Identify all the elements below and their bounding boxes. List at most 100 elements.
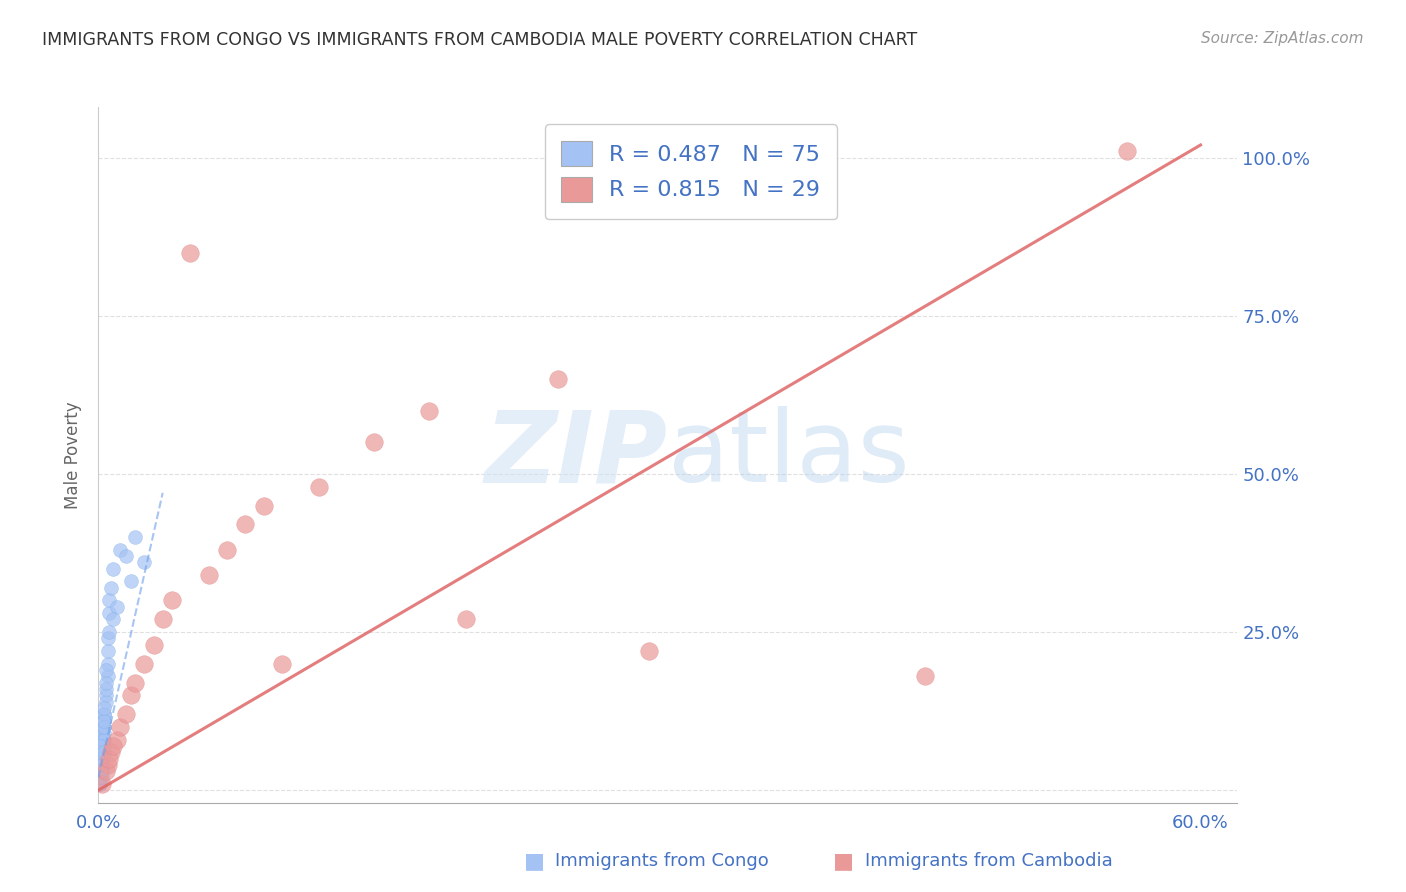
Point — [94, 764, 117, 779]
Point — [110, 720, 132, 734]
Point — [121, 574, 143, 589]
Point — [93, 745, 115, 759]
Point — [98, 593, 121, 607]
Point — [215, 542, 238, 557]
Text: atlas: atlas — [668, 407, 910, 503]
Point — [91, 745, 114, 759]
Point — [93, 732, 115, 747]
Point — [89, 751, 111, 765]
Point — [93, 732, 115, 747]
Text: Immigrants from Congo: Immigrants from Congo — [555, 852, 769, 870]
Point — [97, 657, 120, 671]
Point — [91, 751, 114, 765]
Point — [89, 745, 111, 759]
Point — [97, 669, 120, 683]
Point — [91, 751, 114, 765]
Point — [89, 771, 111, 785]
Point — [91, 757, 114, 772]
Point — [89, 751, 111, 765]
Point — [94, 675, 117, 690]
Text: Source: ZipAtlas.com: Source: ZipAtlas.com — [1201, 31, 1364, 46]
Point — [93, 720, 115, 734]
Point — [93, 707, 115, 722]
Point — [91, 726, 114, 740]
Point — [134, 657, 156, 671]
Point — [101, 612, 124, 626]
Point — [93, 745, 115, 759]
Point — [98, 606, 121, 620]
Point — [91, 777, 114, 791]
Point — [179, 245, 201, 260]
Point — [89, 771, 111, 785]
Point — [91, 745, 114, 759]
Point — [547, 372, 569, 386]
Point — [124, 530, 146, 544]
Text: ZIP: ZIP — [485, 407, 668, 503]
Point — [121, 688, 143, 702]
Point — [89, 745, 111, 759]
Text: Immigrants from Cambodia: Immigrants from Cambodia — [865, 852, 1112, 870]
Point — [91, 739, 114, 753]
Point — [100, 745, 122, 759]
Point — [101, 739, 124, 753]
Point — [89, 757, 111, 772]
Point — [94, 663, 117, 677]
Point — [89, 732, 111, 747]
Point — [105, 732, 128, 747]
Point — [98, 751, 121, 765]
Point — [89, 757, 111, 772]
Point — [98, 625, 121, 640]
Point — [89, 777, 111, 791]
Point — [89, 764, 111, 779]
Point — [89, 771, 111, 785]
Point — [93, 739, 115, 753]
Point — [418, 403, 440, 417]
Point — [89, 777, 111, 791]
Point — [235, 517, 257, 532]
Point — [89, 757, 111, 772]
Point — [454, 612, 477, 626]
Point — [91, 732, 114, 747]
Point — [134, 556, 156, 570]
Point — [115, 549, 138, 563]
Point — [97, 632, 120, 646]
Point — [89, 771, 111, 785]
Point — [101, 562, 124, 576]
Point — [89, 764, 111, 779]
Point — [93, 701, 115, 715]
Point — [91, 751, 114, 765]
Point — [638, 644, 661, 658]
Point — [1116, 145, 1139, 159]
Point — [100, 581, 122, 595]
Point — [89, 764, 111, 779]
Point — [89, 739, 111, 753]
Point — [105, 599, 128, 614]
Point — [363, 435, 385, 450]
Point — [94, 695, 117, 709]
Text: ■: ■ — [524, 851, 544, 871]
Point — [91, 726, 114, 740]
Point — [91, 751, 114, 765]
Point — [152, 612, 174, 626]
Point — [91, 739, 114, 753]
Point — [89, 771, 111, 785]
Point — [91, 771, 114, 785]
Text: ■: ■ — [834, 851, 853, 871]
Point — [91, 764, 114, 779]
Point — [97, 644, 120, 658]
Point — [93, 726, 115, 740]
Point — [142, 638, 165, 652]
Point — [94, 688, 117, 702]
Legend: R = 0.487   N = 75, R = 0.815   N = 29: R = 0.487 N = 75, R = 0.815 N = 29 — [544, 124, 837, 219]
Point — [93, 714, 115, 728]
Point — [93, 720, 115, 734]
Point — [91, 764, 114, 779]
Point — [197, 568, 219, 582]
Point — [115, 707, 138, 722]
Point — [124, 675, 146, 690]
Point — [91, 757, 114, 772]
Point — [110, 542, 132, 557]
Point — [91, 764, 114, 779]
Text: IMMIGRANTS FROM CONGO VS IMMIGRANTS FROM CAMBODIA MALE POVERTY CORRELATION CHART: IMMIGRANTS FROM CONGO VS IMMIGRANTS FROM… — [42, 31, 918, 49]
Point — [89, 764, 111, 779]
